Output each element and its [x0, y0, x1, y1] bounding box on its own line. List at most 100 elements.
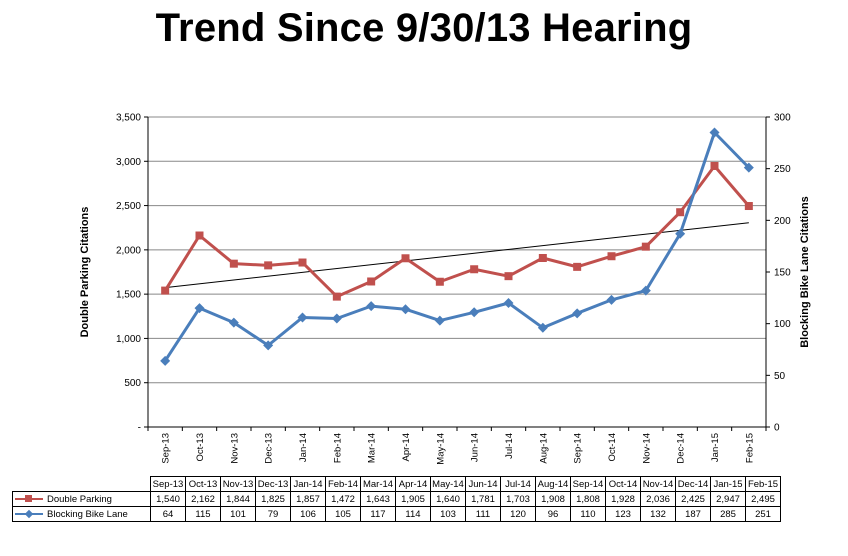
table-cell: 1,844 — [220, 491, 256, 507]
data-point-square — [264, 261, 273, 270]
table-cell: 1,905 — [395, 491, 431, 507]
table-cell: 110 — [570, 506, 606, 522]
x-tick-label: Jan-15 — [710, 433, 721, 462]
x-tick-label: Mar-14 — [367, 433, 378, 463]
table-cell: 106 — [290, 506, 326, 522]
legend-label: Blocking Bike Lane — [47, 508, 128, 520]
data-point-diamond — [572, 308, 583, 319]
x-tick-label: Oct-13 — [195, 433, 206, 462]
x-tick-label: Dec-14 — [676, 433, 687, 464]
table-cell: 2,162 — [185, 491, 221, 507]
table-cell: 64 — [150, 506, 186, 522]
y2-tick-label: 50 — [774, 371, 786, 382]
y2-tick-label: 200 — [774, 216, 791, 227]
table-header-cell: Mar-14 — [360, 476, 396, 492]
x-tick-label: Oct-14 — [607, 433, 618, 462]
table-header-cell: Feb-15 — [745, 476, 781, 492]
table-cell: 96 — [535, 506, 571, 522]
legend-label: Double Parking — [47, 493, 112, 505]
data-point-square — [298, 258, 307, 267]
table-cell: 1,928 — [605, 491, 641, 507]
x-tick-label: Jun-14 — [470, 433, 481, 462]
table-cell: 1,472 — [325, 491, 361, 507]
data-table: Sep-13 Oct-13 Nov-13 Dec-13 Jan-14 Feb-14 Mar-… — [12, 476, 781, 522]
y-tick-label: 3,500 — [116, 113, 141, 124]
data-point-diamond — [228, 317, 239, 328]
data-point-square — [573, 262, 582, 271]
y-tick-label: 500 — [124, 378, 141, 389]
table-cell: 2,495 — [745, 491, 781, 507]
x-tick-label: Nov-13 — [229, 433, 240, 464]
table-header-cell: Jan-14 — [290, 476, 326, 492]
table-cell: 187 — [675, 506, 711, 522]
table-cell: 115 — [185, 506, 221, 522]
data-point-diamond — [263, 340, 274, 351]
table-header-row: Sep-13 Oct-13 Nov-13 Dec-13 Jan-14 Feb-14 Mar-… — [13, 476, 781, 492]
y-tick-label: 2,500 — [116, 201, 141, 212]
data-point-diamond — [743, 162, 754, 173]
table-cell: 2,947 — [710, 491, 746, 507]
y2-tick-label: 300 — [774, 113, 791, 124]
legend-key-icon — [15, 494, 43, 504]
y-tick-label: 3,000 — [116, 157, 141, 168]
line-chart: - 500 1,000 1,500 2,000 2,500 3,000 3,500 0 50 100… — [79, 113, 811, 465]
data-point-square — [470, 265, 479, 274]
data-point-square — [504, 272, 513, 281]
x-tick-label: Dec-13 — [264, 433, 275, 464]
x-tick-label: Sep-14 — [573, 433, 584, 464]
table-header-cell: Sep-13 — [150, 476, 186, 492]
data-point-diamond — [160, 355, 171, 366]
data-point-square — [676, 208, 685, 217]
table-cell: 1,825 — [255, 491, 291, 507]
data-point-diamond — [640, 285, 651, 296]
table-header-cell: Apr-14 — [395, 476, 431, 492]
chart-title: Trend Since 9/30/13 Hearing — [155, 6, 693, 50]
table-cell: 101 — [220, 506, 256, 522]
legend-key-icon — [15, 509, 43, 519]
data-point-diamond — [503, 298, 514, 308]
data-point-square — [607, 252, 616, 261]
x-tick-label: Apr-14 — [401, 433, 412, 462]
data-point-diamond — [606, 294, 617, 305]
table-header-cell: Oct-14 — [605, 476, 641, 492]
x-tick-label: Feb-14 — [332, 433, 343, 463]
data-point-square — [367, 277, 376, 286]
table-cell: 79 — [255, 506, 291, 522]
y-axis-title: Double Parking Citations — [79, 207, 91, 338]
table-header-cell: Dec-13 — [255, 476, 291, 492]
y-tick-label: 1,000 — [116, 334, 141, 345]
y2-tick-label: 250 — [774, 164, 791, 175]
table-header-cell: Jun-14 — [465, 476, 501, 492]
y2-axis-title: Blocking Bike Lane Citations — [799, 196, 811, 348]
x-tick-label: Nov-14 — [641, 433, 652, 464]
data-point-square — [195, 231, 204, 240]
data-point-diamond — [194, 303, 205, 314]
data-point-diamond — [709, 127, 720, 138]
table-cell: 251 — [745, 506, 781, 522]
x-tick-label: Jan-14 — [298, 433, 309, 462]
data-point-diamond — [297, 312, 308, 323]
table-corner-cell — [13, 477, 151, 492]
y-tick-label: 2,000 — [116, 245, 141, 256]
x-tick-label: Aug-14 — [538, 433, 549, 464]
table-cell: 105 — [325, 506, 361, 522]
data-point-square — [332, 292, 341, 301]
table-header-cell: Feb-14 — [325, 476, 361, 492]
table-header-cell: Jul-14 — [500, 476, 536, 492]
data-point-diamond — [331, 313, 342, 324]
table-cell: 1,703 — [500, 491, 536, 507]
table-cell: 1,908 — [535, 491, 571, 507]
table-cell: 1,857 — [290, 491, 326, 507]
x-tick-label: Sep-13 — [161, 433, 172, 464]
table-cell: 111 — [465, 506, 501, 522]
table-cell: 1,540 — [150, 491, 186, 507]
table-cell: 123 — [605, 506, 641, 522]
x-tick-label: Feb-15 — [744, 433, 755, 463]
table-row: Blocking Bike Lane 64 115 101 79 106 105 117 114… — [12, 506, 781, 522]
table-cell: 1,808 — [570, 491, 606, 507]
data-point-square — [641, 242, 650, 251]
table-header-cell: Oct-13 — [185, 476, 221, 492]
table-header-cell: Jan-15 — [710, 476, 746, 492]
table-cell: 103 — [430, 506, 466, 522]
table-cell: 117 — [360, 506, 396, 522]
